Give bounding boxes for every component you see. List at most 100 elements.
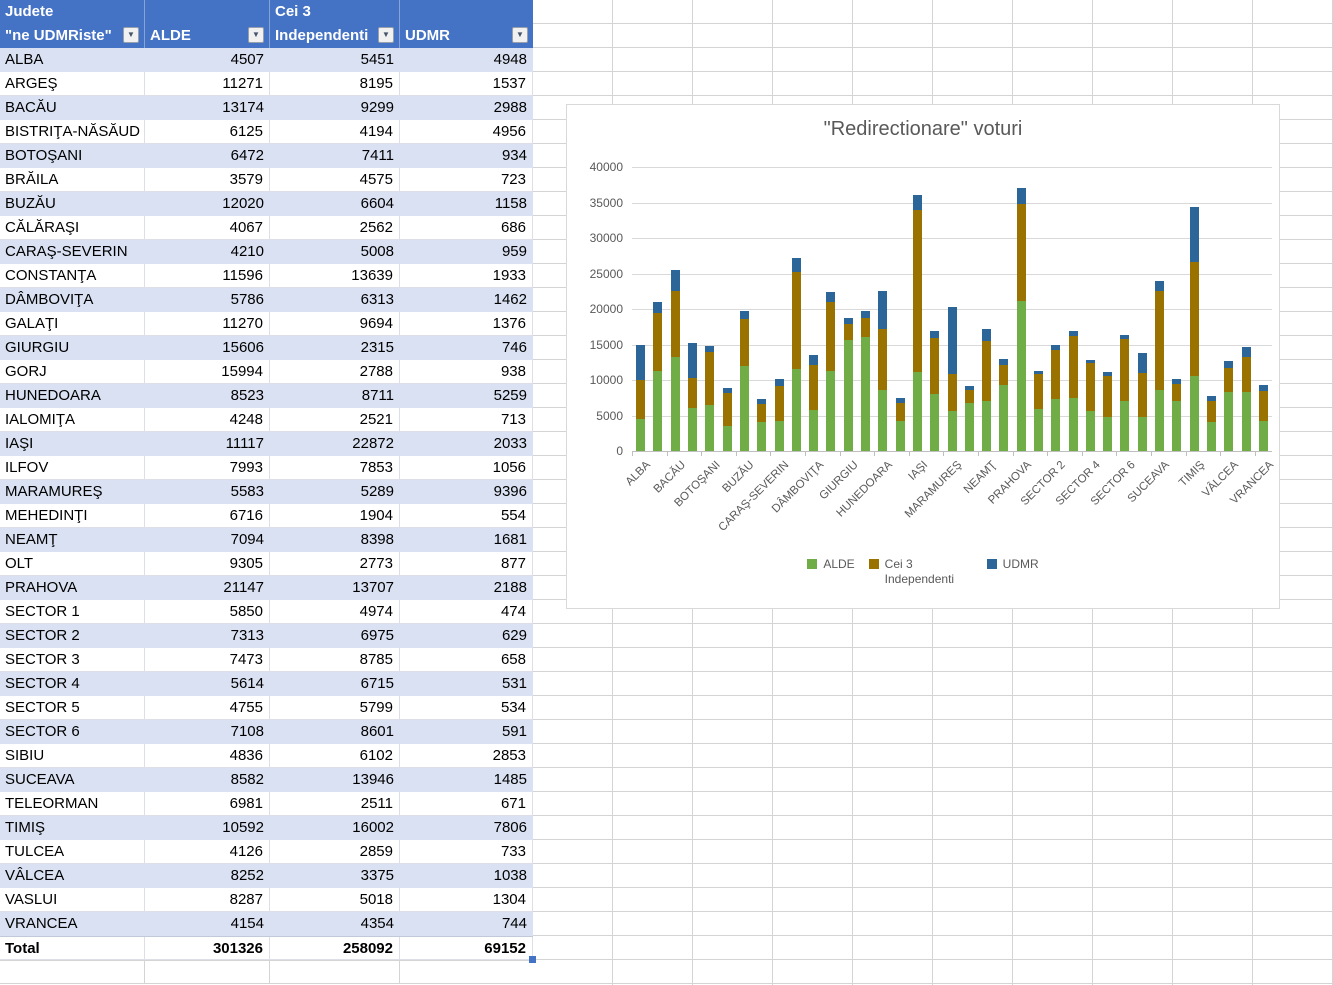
value-cell: 2562 [270, 216, 400, 239]
value-cell: 2188 [493, 579, 527, 596]
bar-segment-cei-3-independenti [895, 402, 905, 421]
value-cell: 3579 [145, 168, 270, 191]
y-axis-label: 15000 [589, 337, 623, 352]
stacked-bar-sector-4[interactable] [1085, 359, 1095, 451]
county-cell: SECTOR 5 [0, 696, 145, 719]
bar-segment-udmr [653, 301, 663, 313]
stacked-bar-teleorman[interactable] [1172, 378, 1182, 451]
table-row: GORJ 15994 2788 938 [0, 360, 533, 384]
stacked-bar-galaţi[interactable] [826, 292, 836, 451]
chart-title: "Redirectionare" voturi [823, 118, 1023, 140]
stacked-bar-sector-6[interactable] [1120, 335, 1130, 451]
filter-button-judete[interactable]: ▼ [123, 27, 139, 43]
header-cei3-line2: Independenti [275, 27, 369, 44]
stacked-bar-brăila[interactable] [722, 387, 732, 451]
value-cell: 4067 [145, 216, 270, 239]
county-cell: SECTOR 2 [5, 627, 80, 644]
stacked-bar-iaşi[interactable] [912, 195, 922, 451]
chart[interactable]: "Redirectionare" voturi 40000 35000 30000 2… [566, 104, 1280, 609]
table-resize-handle[interactable] [529, 956, 536, 963]
bar-segment-alde [653, 370, 663, 451]
stacked-bar-mehedinţi[interactable] [964, 385, 974, 451]
table-row: BRĂILA 3579 4575 723 [0, 168, 533, 192]
chart-legend: ALDE Cei 3 Independenti UDMR [567, 557, 1279, 587]
bar-segment-udmr [826, 292, 836, 303]
legend-item-alde[interactable]: ALDE [807, 557, 855, 572]
filter-button-alde[interactable]: ▼ [248, 27, 264, 43]
bar-segment-cei-3-independenti [705, 352, 715, 406]
bar-segment-cei-3-independenti [999, 365, 1009, 385]
stacked-bar-ialomiţa[interactable] [895, 397, 905, 451]
bar-segment-udmr [722, 387, 732, 394]
bar-segment-udmr [999, 359, 1009, 366]
votes-table: Judete "ne UDMRiste" ▼ ALDE ▼ Cei 3 Inde… [0, 0, 533, 960]
stacked-bar-bacău[interactable] [670, 270, 680, 451]
stacked-bar-neamţ[interactable] [982, 329, 992, 451]
legend-swatch-icon [868, 559, 879, 569]
y-axis-label: 0 [616, 444, 623, 458]
value-cell: 16002 [352, 819, 394, 836]
stacked-bar-timiş[interactable] [1189, 206, 1199, 451]
bar-segment-cei-3-independenti [739, 318, 749, 366]
county-cell: SECTOR 6 [5, 723, 80, 740]
stacked-bar-sector-1[interactable] [1033, 370, 1043, 451]
county-cell: MEHEDINŢI [0, 504, 145, 527]
bar-segment-alde [843, 340, 853, 451]
stacked-bar-sector-5[interactable] [1103, 372, 1113, 451]
stacked-bar-argeş[interactable] [653, 301, 663, 451]
stacked-bar-vaslui[interactable] [1241, 347, 1251, 451]
legend-item-udmr[interactable]: UDMR [986, 557, 1039, 572]
stacked-bar-dâmboviţa[interactable] [809, 354, 819, 451]
empty-cell [270, 961, 400, 983]
stacked-bar-giurgiu[interactable] [843, 318, 853, 451]
stacked-bar-bistriţa-năsăud[interactable] [688, 342, 698, 451]
stacked-bar-olt[interactable] [999, 359, 1009, 451]
stacked-bar-vrancea[interactable] [1258, 385, 1268, 451]
stacked-bar-vâlcea[interactable] [1224, 361, 1234, 451]
value-cell: 6604 [360, 195, 394, 212]
filter-button-cei3[interactable]: ▼ [378, 27, 394, 43]
value-cell: 744 [501, 915, 527, 932]
x-axis-tick [1012, 451, 1014, 456]
stacked-bar-ilfov[interactable] [930, 330, 940, 451]
bar-segment-cei-3-independenti [912, 209, 922, 373]
stacked-bar-gorj[interactable] [861, 310, 870, 451]
bar-segment-alde [809, 409, 819, 451]
stacked-bar-constanţa[interactable] [791, 258, 801, 451]
value-cell: 1485 [493, 771, 527, 788]
stacked-bar-sector-2[interactable] [1051, 345, 1061, 451]
value-cell: 8601 [360, 723, 394, 740]
legend-item-cei-3-independenti[interactable]: Cei 3 Independenti [868, 557, 973, 587]
total-label: Total [0, 937, 145, 959]
bar-segment-udmr [1206, 396, 1216, 402]
bar-segment-cei-3-independenti [809, 365, 819, 410]
table-row: SECTOR 2 7313 6975 629 [0, 624, 533, 648]
value-cell: 5786 [230, 291, 264, 308]
bar-segment-alde [1103, 417, 1113, 451]
filter-button-udmr[interactable]: ▼ [512, 27, 528, 43]
bar-segment-alde [1051, 399, 1061, 451]
table-row: SUCEAVA 8582 13946 1485 [0, 768, 533, 792]
total-row: Total 301326 258092 69152 [0, 936, 533, 960]
stacked-bar-maramureş[interactable] [947, 307, 957, 451]
stacked-bar-caraş-severin[interactable] [774, 378, 784, 451]
stacked-bar-sibiu[interactable] [1137, 353, 1147, 451]
stacked-bar-buzău[interactable] [739, 310, 749, 451]
header-alde: ALDE ▼ [145, 0, 270, 48]
stacked-bar-botoşani[interactable] [705, 345, 715, 451]
stacked-bar-alba[interactable] [636, 345, 646, 451]
stacked-bar-sector-3[interactable] [1068, 330, 1078, 451]
value-cell: 6716 [145, 504, 270, 527]
stacked-bar-călăraşi[interactable] [757, 399, 767, 451]
legend-label: ALDE [823, 557, 855, 571]
x-axis-tick [770, 451, 772, 456]
bar-segment-cei-3-independenti [878, 328, 888, 391]
stacked-bar-prahova[interactable] [1016, 188, 1026, 451]
bar-segment-udmr [1258, 385, 1268, 391]
stacked-bar-hunedoara[interactable] [878, 291, 888, 451]
county-cell: NEAMŢ [5, 531, 58, 548]
value-cell: 1537 [400, 72, 533, 95]
stacked-bar-suceava[interactable] [1155, 280, 1165, 451]
stacked-bar-tulcea[interactable] [1206, 396, 1216, 451]
value-cell: 15994 [145, 360, 270, 383]
